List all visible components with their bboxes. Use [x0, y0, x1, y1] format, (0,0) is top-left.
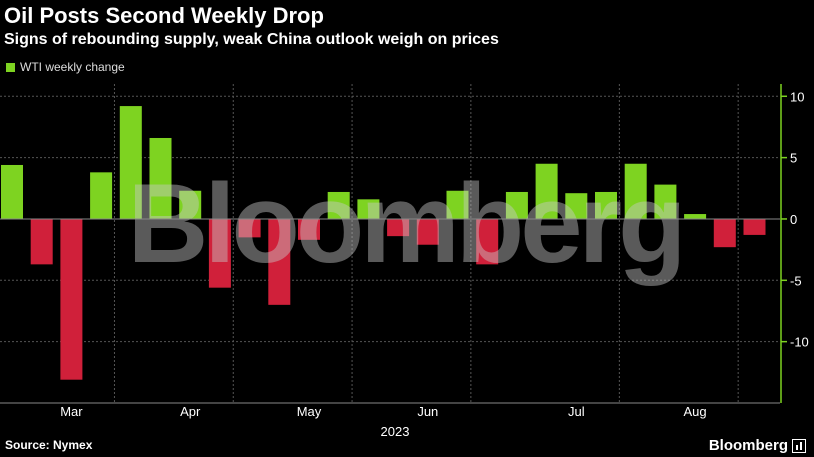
- x-tick-label: May: [297, 404, 322, 419]
- x-tick-label: Jul: [568, 404, 585, 419]
- x-tick-label: Mar: [60, 404, 83, 419]
- y-tick-label: 0: [790, 212, 797, 227]
- x-tick-label: Jun: [417, 404, 438, 419]
- bar: [744, 219, 766, 235]
- watermark-text: Bloomberg: [127, 161, 682, 286]
- bar: [60, 219, 82, 380]
- y-tick-label: -5: [790, 273, 802, 288]
- watermark: Bloomberg: [127, 161, 682, 286]
- bar: [684, 214, 706, 219]
- bar: [1, 165, 23, 219]
- bar: [714, 219, 736, 247]
- bar: [90, 172, 112, 219]
- x-tick-label: Apr: [180, 404, 201, 419]
- bar-chart-icon: [792, 439, 806, 453]
- source-note: Source: Nymex: [5, 438, 92, 452]
- y-tick-label: 10: [790, 89, 804, 104]
- x-tick-label: Aug: [684, 404, 707, 419]
- bar: [31, 219, 53, 264]
- x-year-label: 2023: [381, 424, 410, 439]
- brand-name: Bloomberg: [709, 437, 788, 454]
- brand-logo: Bloomberg: [709, 437, 806, 454]
- y-tick-label: 5: [790, 151, 797, 166]
- y-tick-label: -10: [790, 335, 809, 350]
